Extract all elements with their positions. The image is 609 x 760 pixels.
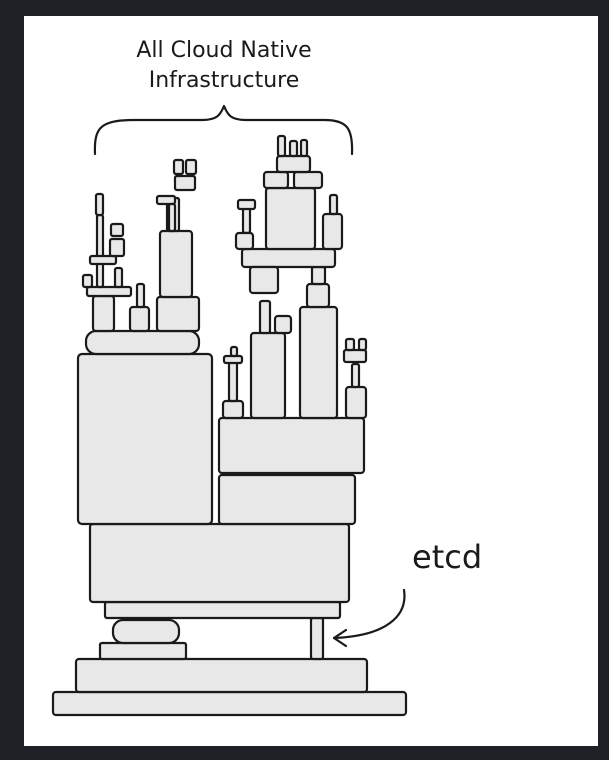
antenna-cap-1 xyxy=(108,237,126,258)
far-right-tip-a xyxy=(344,337,356,352)
antenna-rod-2 xyxy=(135,282,146,309)
right-column-b-top xyxy=(305,282,331,309)
top-tower-left-knob xyxy=(234,231,255,251)
curly-brace xyxy=(93,104,354,156)
far-right-tip-b xyxy=(357,337,368,352)
antenna-stub-1 xyxy=(81,273,94,289)
top-head-mid xyxy=(275,154,312,174)
top-head-tip-a xyxy=(276,134,287,158)
etcd-arrowhead xyxy=(332,628,348,648)
top-platform-knob xyxy=(248,265,280,295)
top-tower-side-tip xyxy=(328,193,339,216)
top-head-right xyxy=(292,170,324,190)
far-right-rod xyxy=(350,362,361,389)
antenna-ledge xyxy=(88,254,118,266)
antenna-stub-2 xyxy=(113,266,124,289)
tower-head xyxy=(173,174,197,192)
left-tower-block xyxy=(76,352,214,526)
antenna-tip-1 xyxy=(94,192,105,217)
antenna-cap-2 xyxy=(109,222,125,238)
top-platform xyxy=(240,247,337,269)
far-right-ledge xyxy=(342,348,368,364)
base-slab xyxy=(51,690,408,717)
support-block-low xyxy=(98,641,188,661)
comic-panel: All Cloud Native Infrastructure etcd xyxy=(24,16,598,746)
antenna-rod-1 xyxy=(95,213,105,289)
support-block-round xyxy=(111,618,181,645)
top-tower-side xyxy=(321,212,344,251)
base-slab-upper xyxy=(74,657,369,694)
tower-head-tip-a xyxy=(172,158,185,176)
left-tall-block xyxy=(158,229,194,299)
infrastructure-caption: All Cloud Native Infrastructure xyxy=(24,36,424,96)
right-column-b-neck xyxy=(310,265,327,286)
tower-head-tip-b xyxy=(184,158,198,176)
right-column-a xyxy=(249,331,287,420)
right-column-a-knob xyxy=(273,314,293,335)
etcd-block xyxy=(309,616,325,661)
right-upper-block xyxy=(217,416,366,475)
mid-antenna-base xyxy=(221,399,245,420)
mid-antenna-rod xyxy=(227,359,239,403)
mid-antenna-tip xyxy=(229,345,239,358)
left-cap-block-b xyxy=(128,305,151,333)
caption-line-2: Infrastructure xyxy=(148,68,300,93)
top-head-tip-c xyxy=(299,138,309,158)
antenna-base-left xyxy=(85,285,133,298)
far-right-base xyxy=(344,385,368,420)
left-cap-block-c xyxy=(155,295,201,333)
top-tower-block xyxy=(264,186,317,251)
right-lower-block xyxy=(217,473,357,526)
mid-slab-thin xyxy=(103,600,342,620)
tower-stem-ledge xyxy=(155,194,177,206)
etcd-arrow xyxy=(332,588,406,640)
block-tower-drawing xyxy=(51,104,408,717)
top-head-tip-b xyxy=(288,139,299,158)
mid-slab-large xyxy=(88,522,351,604)
top-head-left xyxy=(262,170,290,190)
top-tower-left-cap xyxy=(236,198,257,211)
right-column-b xyxy=(298,305,339,420)
left-cap-slab xyxy=(84,329,201,356)
right-column-a-top xyxy=(258,299,272,335)
left-cap-block-a xyxy=(91,294,116,333)
etcd-label: etcd xyxy=(412,538,483,576)
tower-stem-side xyxy=(167,202,177,233)
caption-line-1: All Cloud Native xyxy=(136,38,312,63)
